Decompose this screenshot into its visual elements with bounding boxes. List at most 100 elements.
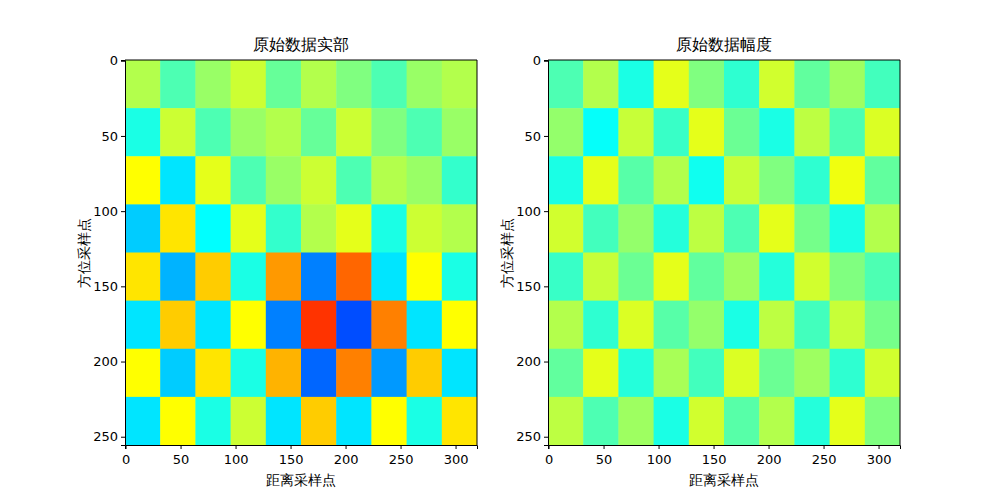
tick-label: 100 bbox=[647, 452, 672, 467]
cell bbox=[830, 301, 866, 350]
tick-label: 300 bbox=[444, 452, 469, 467]
cell bbox=[583, 156, 619, 205]
axis-line bbox=[121, 61, 126, 446]
tick: 0 bbox=[545, 445, 553, 467]
cell bbox=[618, 204, 654, 253]
tick: 150 bbox=[279, 445, 304, 467]
title: 原始数据实部 bbox=[253, 35, 349, 54]
cell bbox=[195, 204, 231, 253]
cell bbox=[407, 349, 443, 398]
cell bbox=[759, 253, 795, 302]
tick-mark bbox=[121, 61, 125, 62]
cell bbox=[548, 397, 584, 445]
tick-mark bbox=[544, 211, 548, 212]
cell bbox=[442, 253, 477, 302]
cell bbox=[583, 397, 619, 445]
cell bbox=[548, 156, 584, 205]
tick-mark bbox=[714, 445, 715, 449]
tick: 50 bbox=[596, 445, 613, 467]
figure: 050100150200250300050100150200250原始数据实部距… bbox=[0, 0, 1000, 500]
tick-label: 200 bbox=[334, 452, 359, 467]
cell bbox=[336, 60, 372, 109]
cell bbox=[125, 253, 161, 302]
cell bbox=[125, 301, 161, 350]
cell bbox=[266, 108, 302, 157]
cell bbox=[195, 349, 231, 398]
cell bbox=[195, 253, 231, 302]
cell bbox=[794, 397, 830, 445]
cell bbox=[618, 108, 654, 157]
tick-mark bbox=[121, 437, 125, 438]
cell bbox=[618, 156, 654, 205]
cell bbox=[125, 60, 161, 109]
cell bbox=[266, 253, 302, 302]
cell bbox=[442, 108, 477, 157]
cell bbox=[266, 204, 302, 253]
cell bbox=[654, 204, 690, 253]
tick-mark bbox=[236, 445, 237, 449]
cell bbox=[583, 204, 619, 253]
cell bbox=[618, 397, 654, 445]
cell bbox=[195, 60, 231, 109]
cell bbox=[231, 301, 267, 350]
cell bbox=[301, 301, 337, 350]
tick: 100 bbox=[516, 204, 548, 219]
title: 原始数据幅度 bbox=[676, 35, 772, 54]
cell bbox=[759, 349, 795, 398]
cell bbox=[407, 204, 443, 253]
tick-label: 200 bbox=[93, 354, 118, 369]
cell bbox=[794, 349, 830, 398]
cell bbox=[618, 60, 654, 109]
cell bbox=[548, 204, 584, 253]
cell bbox=[371, 204, 407, 253]
tick-label: 100 bbox=[516, 204, 541, 219]
cell bbox=[266, 301, 302, 350]
x-label: 距离采样点 bbox=[689, 472, 759, 488]
tick-mark bbox=[604, 445, 605, 449]
cell bbox=[724, 204, 760, 253]
tick-mark bbox=[659, 445, 660, 449]
cell bbox=[407, 397, 443, 445]
cell bbox=[759, 156, 795, 205]
cell bbox=[160, 253, 196, 302]
tick: 250 bbox=[516, 429, 548, 444]
tick-label: 250 bbox=[389, 452, 414, 467]
panel: 050100150200250300050100150200250原始数据幅度距… bbox=[499, 35, 901, 488]
y-label: 方位采样点 bbox=[499, 218, 515, 288]
cell bbox=[724, 253, 760, 302]
y-axis: 050100150200250 bbox=[516, 53, 548, 445]
tick: 250 bbox=[389, 445, 414, 467]
cell bbox=[618, 349, 654, 398]
cell bbox=[195, 397, 231, 445]
cell bbox=[160, 397, 196, 445]
cell bbox=[548, 60, 584, 109]
cell bbox=[195, 301, 231, 350]
tick-label: 250 bbox=[812, 452, 837, 467]
cell bbox=[654, 108, 690, 157]
tick-mark bbox=[121, 362, 125, 363]
cell bbox=[231, 349, 267, 398]
cell bbox=[583, 349, 619, 398]
cell bbox=[724, 301, 760, 350]
tick: 250 bbox=[812, 445, 837, 467]
tick: 150 bbox=[702, 445, 727, 467]
cell bbox=[371, 397, 407, 445]
cells bbox=[548, 60, 900, 445]
cell bbox=[125, 349, 161, 398]
cell bbox=[759, 108, 795, 157]
tick-label: 150 bbox=[702, 452, 727, 467]
cell bbox=[830, 253, 866, 302]
cell bbox=[336, 301, 372, 350]
cell bbox=[442, 301, 477, 350]
cell bbox=[548, 349, 584, 398]
cell bbox=[407, 108, 443, 157]
cell bbox=[759, 301, 795, 350]
tick-label: 100 bbox=[93, 204, 118, 219]
tick-mark bbox=[824, 445, 825, 449]
cell bbox=[654, 253, 690, 302]
cell bbox=[125, 156, 161, 205]
x-axis: 050100150200250300 bbox=[122, 445, 478, 467]
tick-label: 250 bbox=[516, 429, 541, 444]
tick-label: 0 bbox=[122, 452, 130, 467]
cell bbox=[865, 60, 900, 109]
